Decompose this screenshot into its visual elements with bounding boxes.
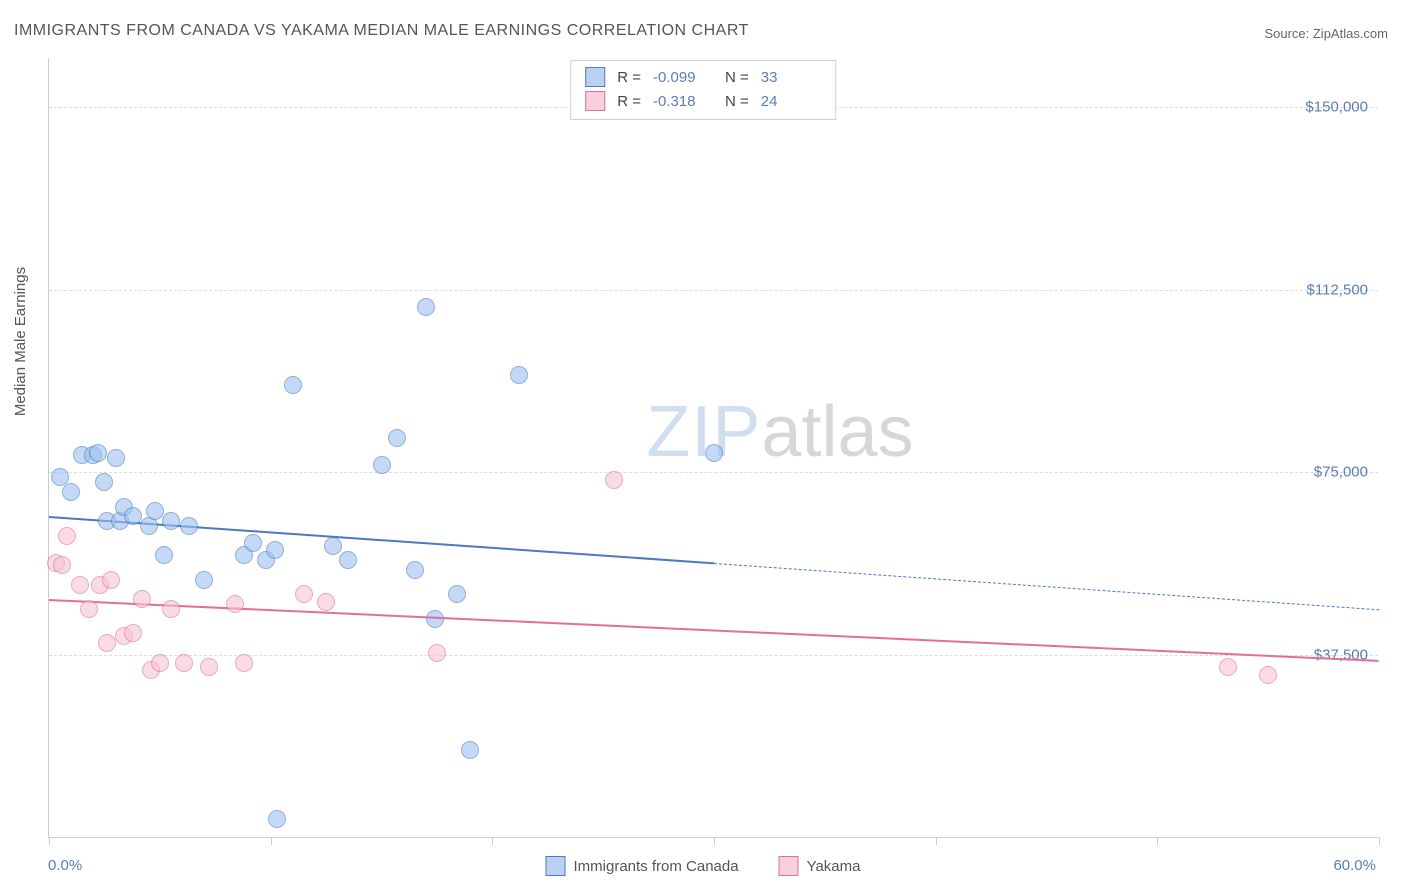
data-point-canada xyxy=(284,376,302,394)
data-point-yakama xyxy=(162,600,180,618)
source-link[interactable]: ZipAtlas.com xyxy=(1313,26,1388,41)
data-point-canada xyxy=(388,429,406,447)
data-point-yakama xyxy=(175,654,193,672)
data-point-canada xyxy=(373,456,391,474)
data-point-yakama xyxy=(71,576,89,594)
stat-n-label: N = xyxy=(725,93,749,110)
data-point-canada xyxy=(417,298,435,316)
data-point-canada xyxy=(195,571,213,589)
data-point-yakama xyxy=(428,644,446,662)
bottom-legend: Immigrants from Canada Yakama xyxy=(546,856,861,876)
data-point-canada xyxy=(339,551,357,569)
stats-row: R = -0.099 N = 33 xyxy=(585,65,821,89)
legend-swatch-canada xyxy=(546,856,566,876)
gridline xyxy=(49,472,1378,473)
data-point-yakama xyxy=(133,590,151,608)
data-point-canada xyxy=(406,561,424,579)
y-tick-label: $150,000 xyxy=(1305,98,1368,115)
trend-line-yakama xyxy=(49,599,1379,662)
data-point-canada xyxy=(95,473,113,491)
data-point-yakama xyxy=(53,556,71,574)
data-point-canada xyxy=(89,444,107,462)
data-point-canada xyxy=(324,537,342,555)
data-point-yakama xyxy=(317,593,335,611)
scatter-plot-area: ZIPatlas $37,500 $75,000 $112,500 $150,000 xyxy=(48,58,1378,838)
source-prefix: Source: xyxy=(1264,26,1312,41)
data-point-yakama xyxy=(102,571,120,589)
stat-n-label: N = xyxy=(725,69,749,86)
x-tick xyxy=(1157,837,1158,845)
data-point-canada xyxy=(62,483,80,501)
data-point-yakama xyxy=(1219,658,1237,676)
legend-label: Immigrants from Canada xyxy=(574,858,739,875)
data-point-canada xyxy=(448,585,466,603)
data-point-yakama xyxy=(80,600,98,618)
data-point-yakama xyxy=(200,658,218,676)
x-tick xyxy=(1379,837,1380,845)
data-point-yakama xyxy=(151,654,169,672)
data-point-yakama xyxy=(124,624,142,642)
chart-title: IMMIGRANTS FROM CANADA VS YAKAMA MEDIAN … xyxy=(14,22,749,40)
data-point-canada xyxy=(244,534,262,552)
x-axis-max-label: 60.0% xyxy=(1333,857,1376,874)
series-swatch-canada xyxy=(585,67,605,87)
y-axis-title: Median Male Earnings xyxy=(12,267,29,416)
x-tick xyxy=(271,837,272,845)
watermark: ZIPatlas xyxy=(646,391,913,473)
x-tick xyxy=(49,837,50,845)
stat-r-label: R = xyxy=(617,93,641,110)
stat-r-value: -0.318 xyxy=(653,93,713,110)
stat-n-value: 33 xyxy=(761,69,821,86)
x-tick xyxy=(492,837,493,845)
data-point-canada xyxy=(180,517,198,535)
stat-r-label: R = xyxy=(617,69,641,86)
watermark-atlas: atlas xyxy=(761,392,913,472)
source-credit: Source: ZipAtlas.com xyxy=(1264,26,1388,41)
data-point-canada xyxy=(510,366,528,384)
watermark-zip: ZIP xyxy=(646,392,761,472)
data-point-yakama xyxy=(58,527,76,545)
data-point-yakama xyxy=(235,654,253,672)
data-point-yakama xyxy=(1259,666,1277,684)
data-point-canada xyxy=(268,810,286,828)
legend-item-canada: Immigrants from Canada xyxy=(546,856,739,876)
legend-label: Yakama xyxy=(807,858,861,875)
stat-n-value: 24 xyxy=(761,93,821,110)
stats-row: R = -0.318 N = 24 xyxy=(585,89,821,113)
data-point-yakama xyxy=(295,585,313,603)
legend-item-yakama: Yakama xyxy=(779,856,861,876)
data-point-canada xyxy=(705,444,723,462)
data-point-yakama xyxy=(226,595,244,613)
data-point-canada xyxy=(162,512,180,530)
correlation-stats-box: R = -0.099 N = 33 R = -0.318 N = 24 xyxy=(570,60,836,120)
stat-r-value: -0.099 xyxy=(653,69,713,86)
data-point-yakama xyxy=(605,471,623,489)
data-point-canada xyxy=(461,741,479,759)
trend-line-canada-dashed xyxy=(714,563,1379,610)
y-tick-label: $37,500 xyxy=(1314,647,1368,664)
data-point-canada xyxy=(155,546,173,564)
legend-swatch-yakama xyxy=(779,856,799,876)
x-axis-min-label: 0.0% xyxy=(48,857,82,874)
x-tick xyxy=(714,837,715,845)
x-tick xyxy=(936,837,937,845)
y-tick-label: $75,000 xyxy=(1314,464,1368,481)
data-point-canada xyxy=(107,449,125,467)
series-swatch-yakama xyxy=(585,91,605,111)
data-point-canada xyxy=(266,541,284,559)
gridline xyxy=(49,290,1378,291)
y-tick-label: $112,500 xyxy=(1307,281,1368,298)
data-point-yakama xyxy=(98,634,116,652)
